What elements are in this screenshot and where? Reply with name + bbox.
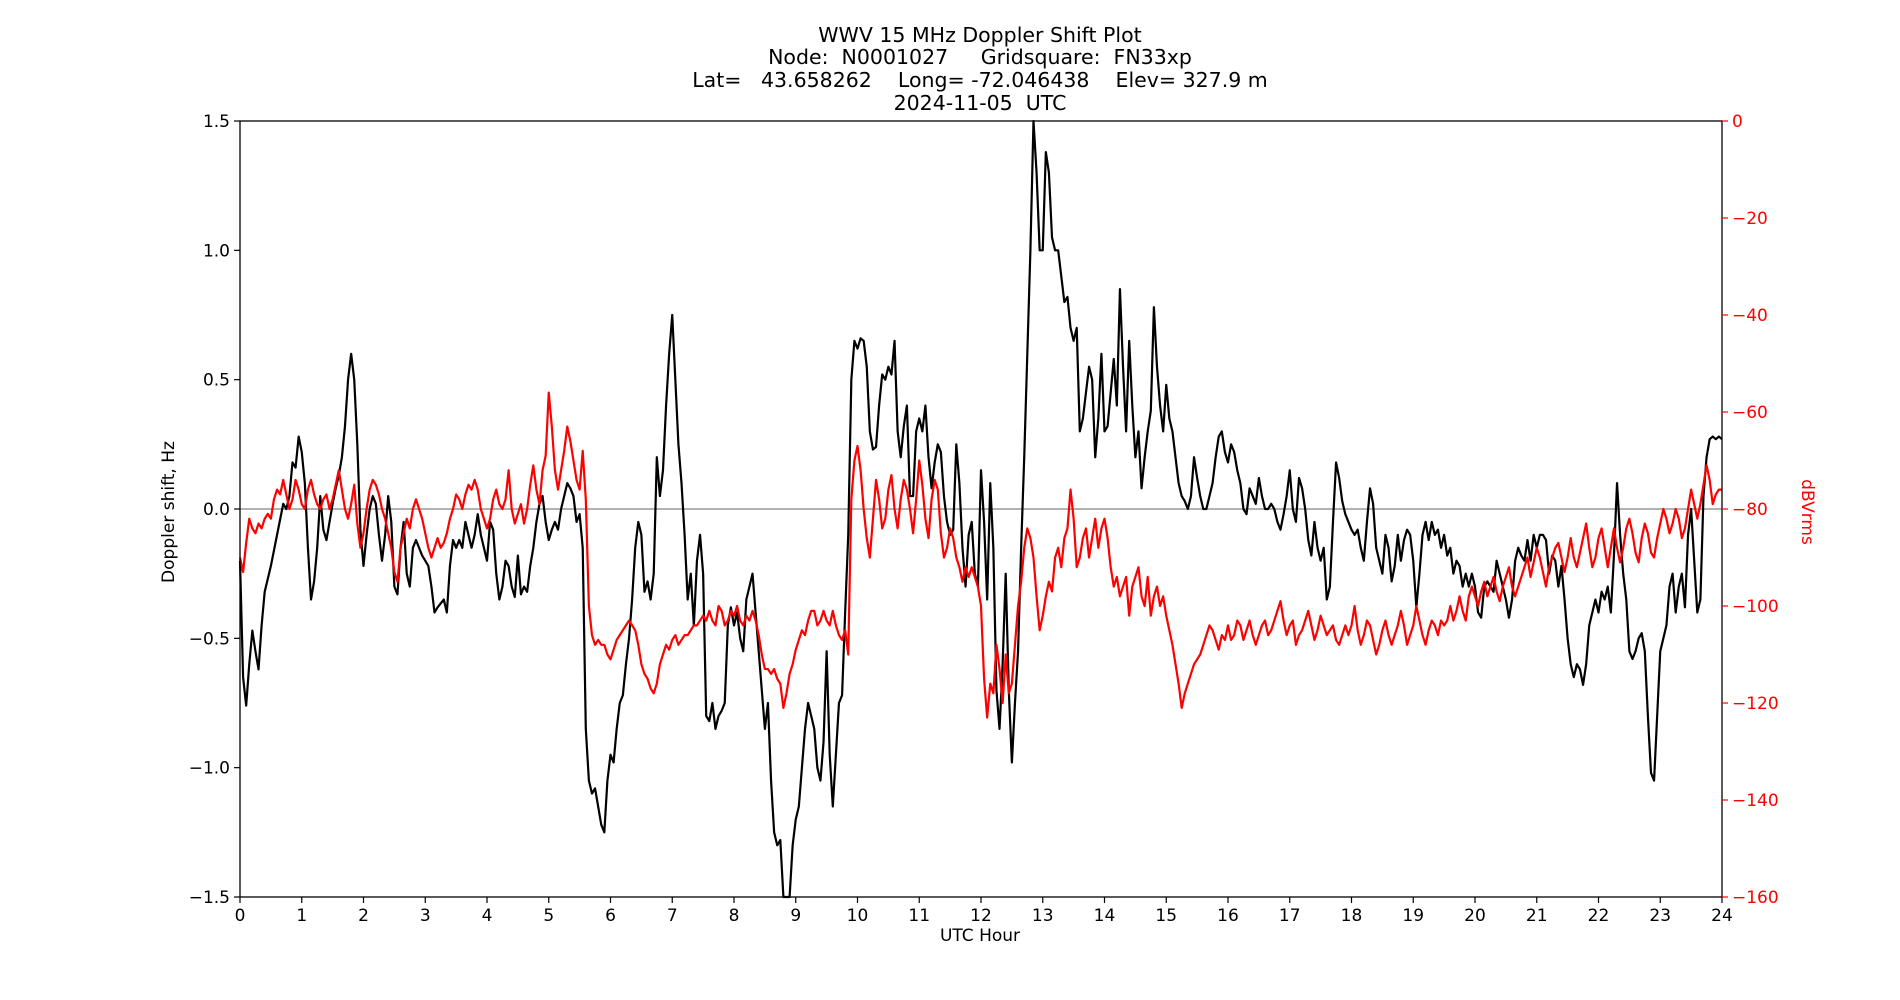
y-tick-label: 0.5 (203, 371, 230, 391)
x-tick-label: 22 (1588, 906, 1610, 926)
x-tick-label: 5 (543, 906, 554, 926)
x-tick-label: 9 (790, 906, 801, 926)
x-tick-label: 11 (908, 906, 930, 926)
x-tick-label: 19 (1402, 906, 1424, 926)
x-tick-label: 6 (605, 906, 616, 926)
y2-tick-label: 0 (1732, 112, 1743, 132)
chart-title: WWV 15 MHz Doppler Shift Plot Node: N000… (692, 23, 1268, 115)
y-tick-label: 1.0 (203, 241, 230, 261)
x-tick-label: 2 (358, 906, 369, 926)
y2-tick-label: −100 (1732, 597, 1779, 617)
x-tick-label: 7 (667, 906, 678, 926)
x-tick-label: 4 (482, 906, 493, 926)
y-tick-label: 0.0 (203, 500, 230, 520)
series-layer (238, 119, 1723, 899)
y-tick-label: −1.0 (189, 759, 230, 779)
x-tick-label: 10 (847, 906, 869, 926)
x-tick-label: 23 (1649, 906, 1671, 926)
y2-tick-label: −60 (1732, 403, 1768, 423)
x-axis-label: UTC Hour (940, 926, 1020, 946)
x-tick-label: 0 (235, 906, 246, 926)
title-line: Node: N0001027 Gridsquare: FN33xp (768, 45, 1192, 69)
x-tick-label: 16 (1217, 906, 1239, 926)
x-tick-label: 15 (1155, 906, 1177, 926)
title-line: Lat= 43.658262 Long= -72.046438 Elev= 32… (692, 68, 1268, 92)
x-tick-label: 17 (1279, 906, 1301, 926)
x-tick-label: 24 (1711, 906, 1733, 926)
x-tick-label: 13 (1032, 906, 1054, 926)
x-tick-label: 3 (420, 906, 431, 926)
y-axis-label: Doppler shift, Hz (159, 441, 179, 583)
y-tick-label: −1.5 (189, 888, 230, 908)
y2-tick-label: −40 (1732, 306, 1768, 326)
x-tick-label: 14 (1094, 906, 1116, 926)
y2-axis-label: dBVrms (1797, 479, 1817, 545)
dbvrms-series-line (238, 391, 1722, 719)
y2-tick-label: −160 (1732, 888, 1779, 908)
axes-layer: 0 1 2 3 4 5 6 7 8 9 10 11 12 13 14 15 16 17 18 19 20 21 22 23 24… (189, 112, 1779, 926)
y2-tick-label: −140 (1732, 791, 1779, 811)
x-tick-label: 18 (1341, 906, 1363, 926)
x-tick-label: 8 (729, 906, 740, 926)
y-tick-label: −0.5 (189, 629, 230, 649)
y2-tick-label: −80 (1732, 500, 1768, 520)
x-tick-label: 1 (296, 906, 307, 926)
title-line: WWV 15 MHz Doppler Shift Plot (818, 23, 1141, 47)
y-tick-label: 1.5 (203, 112, 230, 132)
x-tick-label: 12 (970, 906, 992, 926)
y2-tick-label: −20 (1732, 209, 1768, 229)
x-tick-label: 20 (1464, 906, 1486, 926)
x-tick-label: 21 (1526, 906, 1548, 926)
y2-tick-label: −120 (1732, 694, 1779, 714)
title-line: 2024-11-05 UTC (894, 91, 1067, 115)
